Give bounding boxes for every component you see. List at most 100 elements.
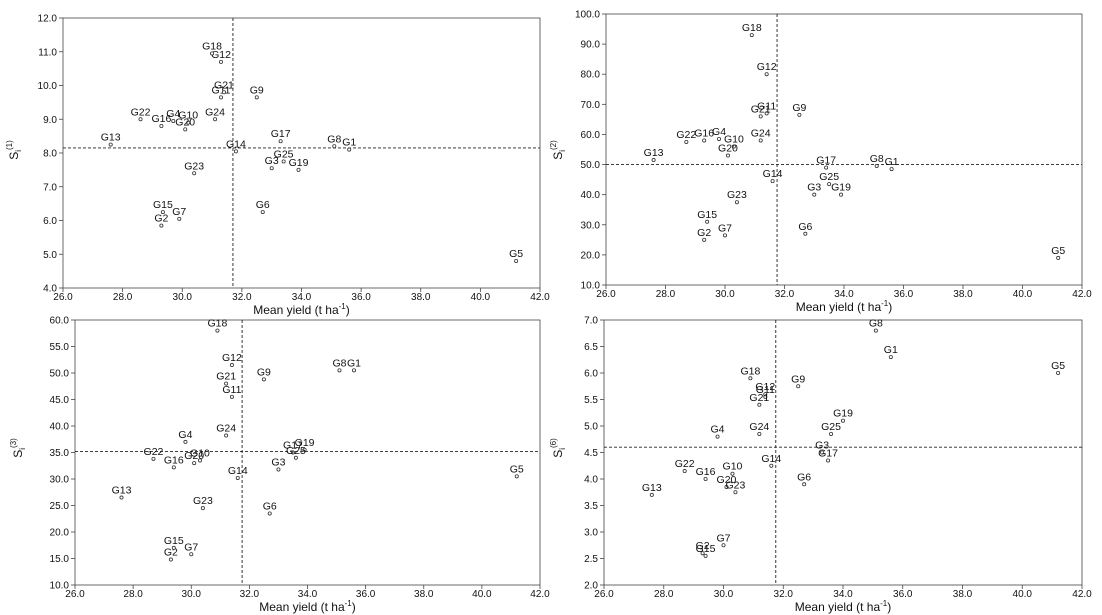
data-point-g10 (186, 120, 191, 125)
point-label-g1: G1 (885, 156, 899, 168)
data-point-g25 (827, 182, 832, 187)
y-tick-label: 30.0 (50, 475, 70, 486)
point-label-g16: G16 (696, 466, 716, 478)
data-point-g8 (874, 164, 879, 169)
data-point-g7 (189, 552, 194, 557)
y-tick-label: 30.0 (581, 220, 601, 231)
y-tick-label: 10.0 (38, 81, 58, 92)
x-tick-label: 36.0 (351, 292, 371, 303)
point-label-g2: G2 (696, 540, 710, 552)
plot-frame (62, 17, 541, 289)
point-label-g9: G9 (257, 366, 271, 378)
y-tick-label: 7.0 (584, 316, 598, 327)
data-point-g12 (764, 72, 769, 77)
point-label-g10: G10 (178, 110, 198, 122)
point-label-g18: G18 (207, 318, 227, 330)
point-label-g6: G6 (798, 221, 812, 233)
point-label-g20: G20 (184, 450, 204, 462)
x-tick-label: 30.0 (173, 292, 193, 303)
y-tick-label: 20.0 (50, 528, 70, 539)
point-label-g25: G25 (821, 421, 841, 433)
x-axis-label: Mean yield (t ha-1) (253, 302, 350, 317)
x-tick-label: 42.0 (530, 589, 550, 600)
data-point-g6 (267, 511, 272, 516)
data-point-g21 (221, 90, 226, 95)
data-point-g16 (159, 124, 164, 129)
data-point-g15 (705, 219, 710, 224)
data-point-g1 (347, 147, 352, 152)
y-tick-label: 100.0 (575, 10, 600, 21)
data-point-g4 (171, 118, 176, 123)
point-label-g20: G20 (717, 474, 737, 486)
data-point-g17 (290, 450, 295, 455)
data-point-g1 (888, 355, 893, 360)
y-tick-label: 5.5 (584, 395, 598, 406)
point-label-g2: G2 (697, 227, 711, 239)
x-tick-label: 32.0 (774, 589, 794, 600)
y-tick-label: 60.0 (581, 130, 601, 141)
y-tick-label: 11.0 (38, 47, 57, 58)
data-point-g7 (177, 216, 182, 221)
y-tick-label: 12.0 (38, 14, 58, 25)
data-point-g9 (261, 377, 266, 382)
data-point-g13 (119, 495, 124, 500)
y-axis-label: Si(1) (5, 140, 23, 160)
data-point-g8 (332, 144, 337, 149)
y-tick-label: 70.0 (581, 100, 601, 111)
data-point-g19 (841, 418, 846, 423)
point-label-g21: G21 (749, 392, 769, 404)
y-axis-label: Si(3) (9, 438, 27, 458)
y-tick-label: 6.0 (584, 369, 598, 380)
x-axis-label: Mean yield (t ha-1) (259, 599, 356, 614)
point-label-g19: G19 (833, 408, 853, 420)
y-axis-label: Si(6) (549, 438, 567, 458)
point-label-g22: G22 (675, 458, 695, 470)
point-label-g12: G12 (211, 49, 231, 61)
scatter-chart-3: 26.0 28.0 30.0 32.0 34.0 36.0 38.0 40.0 42.0 10.0… (9, 316, 550, 615)
point-label-g19: G19 (289, 157, 309, 169)
point-label-g22: G22 (131, 106, 151, 118)
plot-frame (605, 13, 1083, 286)
data-point-g20 (725, 153, 730, 158)
point-label-g14: G14 (226, 138, 246, 150)
point-label-g25: G25 (286, 445, 306, 457)
point-label-g24: G24 (751, 127, 771, 139)
y-tick-label: 6.5 (584, 342, 598, 353)
data-point-g20 (183, 127, 188, 132)
point-label-g16: G16 (164, 454, 184, 466)
data-point-g17 (826, 458, 831, 463)
point-label-g13: G13 (644, 147, 664, 159)
point-label-g4: G4 (178, 429, 192, 441)
data-point-g25 (281, 159, 286, 164)
data-point-g5 (1056, 255, 1061, 260)
x-tick-label: 34.0 (298, 589, 318, 600)
point-label-g24: G24 (216, 423, 236, 435)
data-point-g12 (219, 59, 224, 64)
point-label-g25: G25 (274, 148, 294, 160)
point-label-g19: G19 (831, 182, 851, 194)
data-point-g23 (200, 506, 205, 511)
data-point-g10 (730, 471, 735, 476)
data-point-g2 (168, 557, 173, 562)
data-point-g9 (796, 384, 801, 389)
data-point-g5 (514, 474, 519, 479)
x-tick-label: 38.0 (414, 589, 434, 600)
point-label-g18: G18 (742, 22, 762, 34)
point-label-g5: G5 (1051, 360, 1065, 372)
data-point-g14 (770, 179, 775, 184)
y-tick-label: 15.0 (50, 554, 70, 565)
data-point-g24 (224, 433, 229, 438)
y-tick-label: 50.0 (581, 160, 601, 171)
data-point-g17 (278, 139, 283, 144)
data-point-g22 (684, 139, 689, 144)
point-label-g17: G17 (283, 440, 303, 452)
data-point-g2 (159, 223, 164, 228)
point-label-g1: G1 (884, 344, 898, 356)
point-label-g15: G15 (153, 199, 173, 211)
data-point-g8 (873, 328, 878, 333)
y-tick-label: 40.0 (50, 422, 70, 433)
data-point-g5 (1056, 370, 1061, 375)
point-label-g12: G12 (755, 381, 775, 393)
data-point-g3 (820, 450, 825, 455)
